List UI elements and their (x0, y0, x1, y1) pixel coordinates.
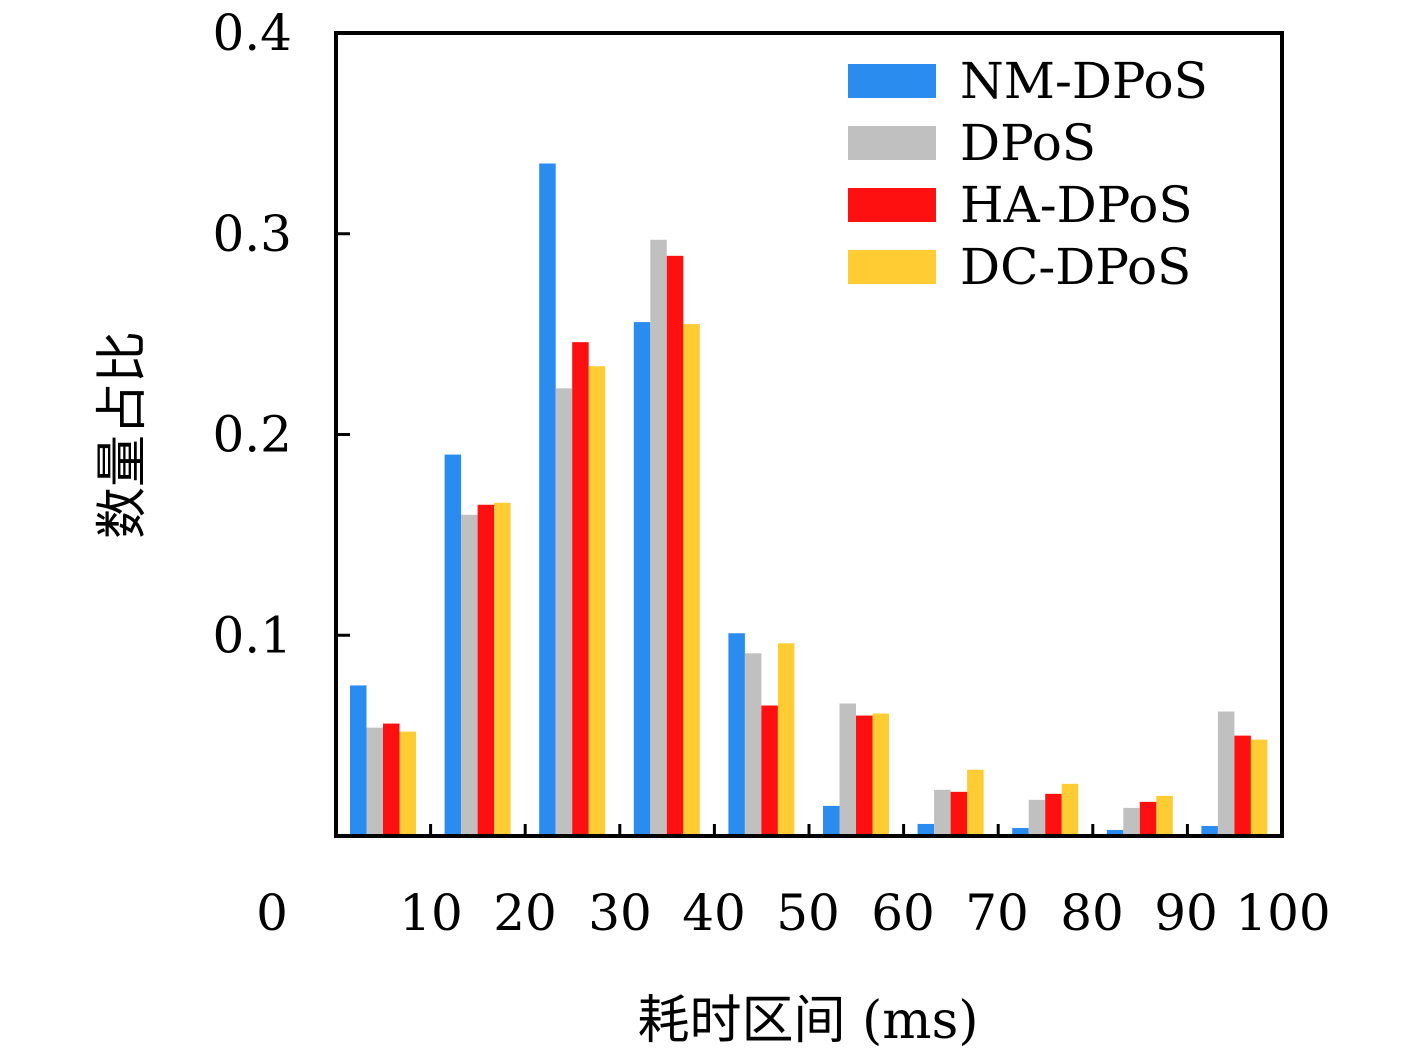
x-tick-label: 100 (1235, 884, 1330, 942)
bar-dpos-40-50 (744, 653, 762, 836)
legend-swatch-nm-dpos (848, 64, 936, 98)
bar-ha-dpos-40-50 (761, 705, 778, 836)
x-tick-label: 20 (493, 884, 557, 942)
bar-dpos-90-100 (1217, 711, 1235, 836)
y-axis-title: 数量占比 (93, 331, 153, 539)
bar-dpos-70-80 (1028, 799, 1046, 836)
x-tick-label: 30 (588, 884, 652, 942)
y-tick-label: 0.1 (212, 606, 292, 664)
bar-ha-dpos-20-30 (572, 342, 589, 836)
bar-nm-dpos-90-100 (1201, 825, 1218, 836)
x-tick-label: 50 (776, 884, 840, 942)
legend-label-dpos: DPoS (960, 114, 1096, 172)
legend-label-nm-dpos: NM-DPoS (960, 52, 1208, 110)
x-tick-label: 70 (965, 884, 1029, 942)
x-tick-label: 60 (871, 884, 935, 942)
bar-dc-dpos-20-30 (588, 366, 606, 836)
legend-swatch-dc-dpos (848, 250, 936, 284)
bar-dc-dpos-10-20 (494, 502, 511, 836)
y-tick-label: 0.3 (212, 205, 292, 263)
bar-ha-dpos-80-90 (1139, 801, 1157, 836)
legend-label-dc-dpos: DC-DPoS (960, 238, 1191, 296)
x-tick-label: 90 (1154, 884, 1218, 942)
bar-dc-dpos-70-80 (1061, 783, 1079, 836)
bar-nm-dpos-80-90 (1106, 829, 1124, 836)
bars-layer (350, 163, 1268, 837)
y-tick-label: 0.2 (212, 406, 292, 464)
bar-dc-dpos-50-60 (872, 713, 889, 836)
bar-dpos-20-30 (555, 388, 573, 836)
x-axis-title: 耗时区间 (ms) (637, 991, 978, 1051)
bar-dpos-50-60 (839, 703, 856, 836)
bar-nm-dpos-70-80 (1012, 827, 1029, 836)
bar-nm-dpos-20-30 (539, 163, 556, 837)
bar-dpos-10-20 (461, 514, 478, 836)
bar-nm-dpos-60-70 (917, 823, 935, 836)
x-tick-label: 40 (682, 884, 746, 942)
bar-ha-dpos-10-20 (477, 504, 495, 836)
bar-nm-dpos-40-50 (728, 633, 745, 836)
y-tick-label: 0.4 (212, 4, 292, 62)
x-tick-label: 80 (1060, 884, 1124, 942)
bar-dc-dpos-0-10 (399, 731, 416, 836)
bar-dc-dpos-90-100 (1250, 739, 1268, 836)
bar-dpos-30-40 (650, 239, 667, 836)
x-tick-label: 0 (256, 884, 288, 942)
bar-dc-dpos-80-90 (1156, 795, 1173, 836)
x-tick-label: 10 (399, 884, 463, 942)
bar-ha-dpos-60-70 (950, 791, 968, 836)
bar-ha-dpos-0-10 (383, 723, 400, 836)
legend-swatch-dpos (848, 126, 936, 160)
ticks-layer (336, 31, 1189, 836)
bar-dc-dpos-40-50 (777, 643, 795, 836)
bar-ha-dpos-50-60 (856, 715, 873, 836)
legend-swatch-ha-dpos (848, 188, 936, 222)
bar-dc-dpos-30-40 (683, 324, 700, 836)
bar-dpos-60-70 (934, 789, 951, 836)
legend-label-ha-dpos: HA-DPoS (960, 176, 1193, 234)
bar-dpos-80-90 (1123, 807, 1140, 836)
bar-dc-dpos-60-70 (967, 769, 984, 836)
tick-labels-layer: 0.1 0.2 0.3 0.4 0 10 20 30 40 50 60 70 80 90 100 (212, 4, 1330, 942)
bar-nm-dpos-0-10 (350, 685, 367, 836)
bar-ha-dpos-30-40 (666, 255, 684, 836)
bar-nm-dpos-30-40 (633, 322, 651, 837)
bar-nm-dpos-50-60 (823, 805, 840, 836)
bar-ha-dpos-70-80 (1045, 793, 1062, 836)
bar-dpos-0-10 (366, 727, 383, 836)
bar-ha-dpos-90-100 (1234, 735, 1251, 836)
bar-nm-dpos-10-20 (444, 454, 462, 836)
